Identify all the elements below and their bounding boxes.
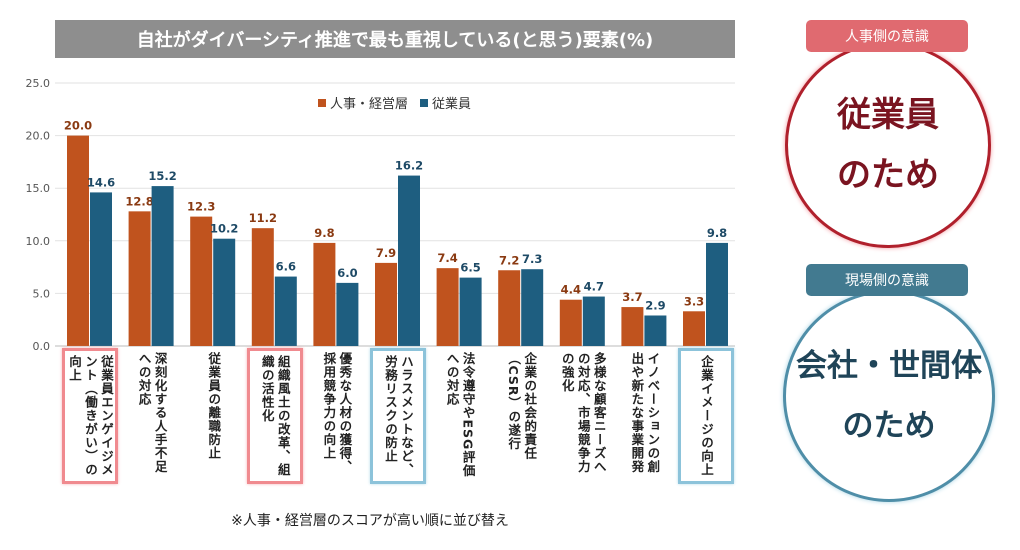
category-label: 従業員エンゲイジメント（働きがい）の向上 bbox=[62, 348, 118, 484]
category-label: 従業員の離職防止 bbox=[206, 352, 222, 460]
bar bbox=[274, 276, 297, 346]
bar-chart: 0.0 5.0 10.0 15.0 20.0 25.0 人事・経営層 従業員 20.0 14.6 1… bbox=[26, 77, 735, 350]
y-tick-label: 15.0 bbox=[26, 182, 51, 195]
y-tick-label: 0.0 bbox=[33, 340, 51, 350]
legend-label: 従業員 bbox=[432, 96, 471, 112]
legend-swatch bbox=[318, 99, 326, 107]
bar bbox=[90, 192, 112, 346]
data-label: 7.3 bbox=[522, 252, 542, 266]
category-label: 組織風土の改革、組織の活性化 bbox=[246, 348, 303, 484]
bar bbox=[498, 270, 521, 346]
category-label: 企業イメージの向上 bbox=[678, 348, 734, 484]
data-label: 2.9 bbox=[645, 298, 665, 312]
field-circle: 会社・世間体 のため bbox=[783, 290, 995, 502]
bar bbox=[251, 228, 274, 346]
bar bbox=[436, 268, 459, 346]
bar bbox=[213, 238, 236, 346]
data-label: 6.6 bbox=[276, 260, 296, 274]
data-label: 14.6 bbox=[87, 175, 115, 189]
bar bbox=[683, 311, 705, 346]
field-line1: 会社・世間体 bbox=[796, 348, 982, 384]
data-label: 16.2 bbox=[395, 159, 423, 173]
data-label: 6.5 bbox=[460, 261, 480, 275]
bar bbox=[621, 307, 644, 346]
bar bbox=[644, 315, 667, 346]
data-label: 20.0 bbox=[64, 119, 92, 133]
bar bbox=[151, 186, 174, 346]
data-label: 12.3 bbox=[187, 200, 215, 214]
bar bbox=[521, 269, 544, 346]
bar bbox=[398, 175, 420, 346]
bar bbox=[706, 242, 728, 346]
category-label: イノベーションの創出や新たな事業開発 bbox=[629, 352, 661, 474]
legend-swatch bbox=[420, 99, 428, 107]
data-label: 4.4 bbox=[561, 283, 581, 297]
y-tick-label: 10.0 bbox=[26, 235, 51, 248]
data-label: 7.9 bbox=[376, 246, 396, 260]
bar bbox=[313, 242, 336, 346]
data-label: 11.2 bbox=[249, 211, 277, 225]
bar bbox=[459, 277, 482, 346]
y-tick-label: 25.0 bbox=[26, 77, 51, 90]
category-label: 優秀な人材の獲得、採用競争力の向上 bbox=[321, 352, 353, 474]
category-label: 深刻化する人手不足への対応 bbox=[136, 352, 168, 474]
hr-line2: のため bbox=[837, 155, 939, 195]
data-label: 7.2 bbox=[499, 253, 519, 267]
y-tick-label: 20.0 bbox=[26, 130, 51, 143]
legend-label: 人事・経営層 bbox=[330, 97, 408, 112]
category-label: 企業の社会的責任（CSR）の遂行 bbox=[506, 352, 538, 460]
category-label: ハラスメントなど、労務リスクの防止 bbox=[370, 348, 426, 484]
data-label: 9.8 bbox=[707, 226, 727, 240]
y-tick-label: 5.0 bbox=[33, 287, 51, 300]
data-label: 3.3 bbox=[684, 294, 704, 308]
data-label: 10.2 bbox=[210, 222, 238, 236]
bar bbox=[375, 262, 397, 346]
category-label: 多様な顧客ニーズへの対応、市場競争力の強化 bbox=[559, 352, 607, 474]
hr-line1: 従業員 bbox=[837, 95, 939, 135]
hr-awareness-badge: 人事側の意識 bbox=[806, 20, 968, 52]
field-line2: のため bbox=[842, 408, 936, 444]
data-label: 4.7 bbox=[584, 280, 604, 294]
data-label: 7.4 bbox=[437, 251, 457, 265]
data-label: 12.8 bbox=[125, 194, 153, 208]
bar bbox=[336, 282, 359, 346]
chart-title: 自社がダイバーシティ推進で最も重視している(と思う)要素(%) bbox=[55, 20, 735, 58]
category-label: 法令遵守やESG評価への対応 bbox=[444, 352, 476, 478]
field-awareness-badge: 現場側の意識 bbox=[806, 264, 968, 296]
data-label: 6.0 bbox=[337, 266, 357, 280]
bar bbox=[559, 299, 582, 346]
data-label: 15.2 bbox=[148, 169, 176, 183]
bar bbox=[582, 296, 605, 346]
bar bbox=[128, 211, 151, 346]
bar bbox=[67, 135, 89, 346]
bar bbox=[190, 216, 213, 346]
hr-circle: 従業員 のため bbox=[785, 42, 991, 248]
data-label: 3.7 bbox=[622, 290, 642, 304]
data-label: 9.8 bbox=[314, 226, 334, 240]
footnote: ※人事・経営層のスコアが高い順に並び替え bbox=[231, 513, 509, 529]
